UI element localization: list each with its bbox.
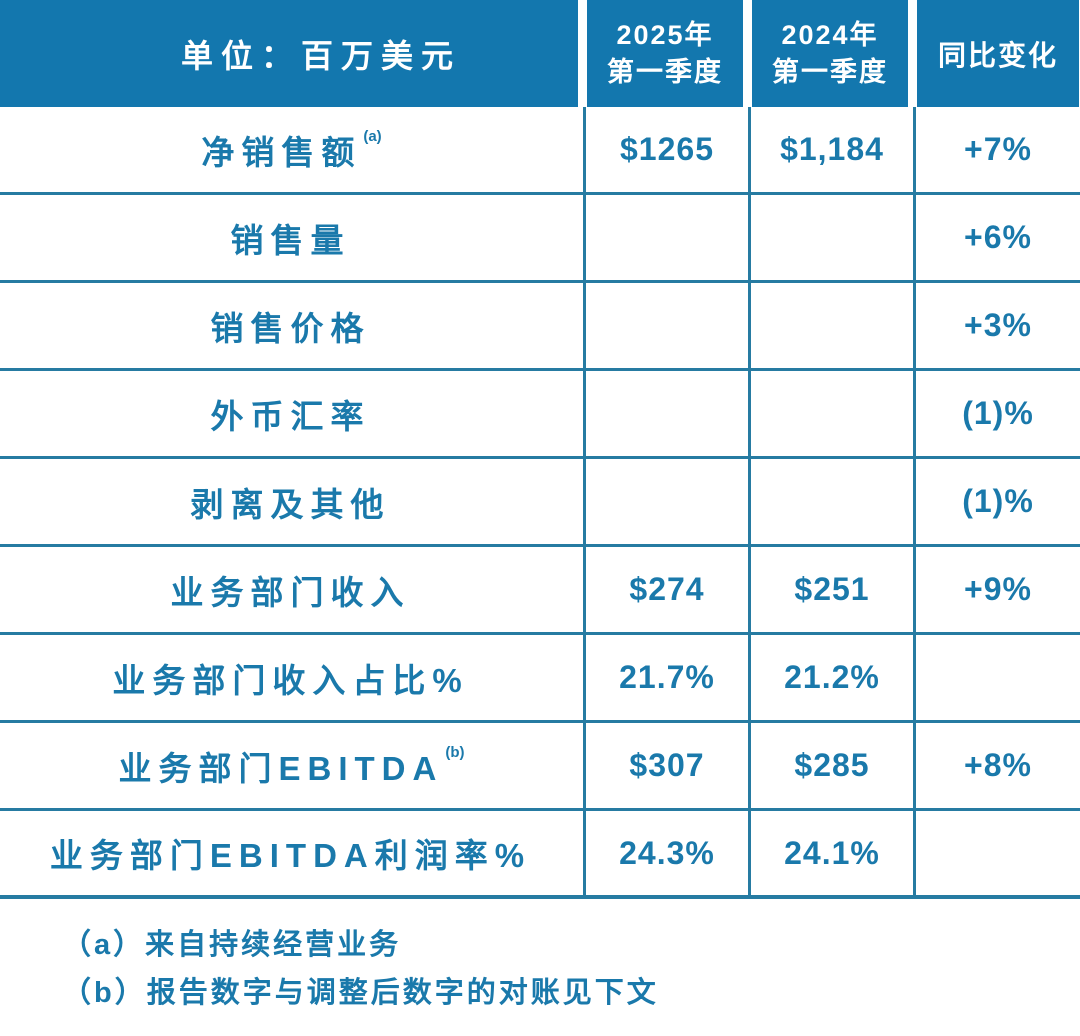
table-row-segment-ebitda: 业务部门EBITDA (b) $307 $285 +8%: [0, 723, 1080, 811]
footnote-marker: (b): [445, 744, 465, 761]
header-2024-line2: 第一季度: [772, 56, 888, 87]
header-cell-2024-q1: 2024年 第一季度: [752, 0, 908, 107]
yoy-change-cell: +7%: [913, 107, 1080, 192]
value-2024-cell: [748, 371, 913, 456]
row-label: 业务部门EBITDA: [118, 749, 444, 787]
value-2024-cell: [748, 195, 913, 280]
table-row-segment-income: 业务部门收入 $274 $251 +9%: [0, 547, 1080, 635]
table-row-net-sales: 净销售额 (a) $1265 $1,184 +7%: [0, 107, 1080, 195]
value-2024-cell: $251: [748, 547, 913, 632]
header-2025-line1: 2025年: [616, 19, 714, 50]
yoy-change-cell: [913, 635, 1080, 720]
row-label-cell: 业务部门EBITDA利润率%: [0, 811, 583, 895]
row-label: 业务部门EBITDA利润率%: [49, 837, 532, 874]
value-2025-cell: [583, 195, 748, 280]
value-2024-cell: [748, 283, 913, 368]
row-label: 销售量: [230, 221, 351, 259]
row-label: 业务部门收入占比%: [112, 661, 469, 699]
row-label: 剥离及其他: [190, 485, 391, 523]
header-yoy-label: 同比变化: [937, 39, 1058, 71]
table-row-fx-rate: 外币汇率 (1)%: [0, 371, 1080, 459]
yoy-change-cell: (1)%: [913, 459, 1080, 544]
yoy-change-cell: +9%: [913, 547, 1080, 632]
value-2024-cell: [748, 459, 913, 544]
row-label-cell: 销售价格: [0, 283, 583, 368]
row-label-cell: 净销售额 (a): [0, 107, 583, 192]
header-cell-unit: 单位：百万美元: [0, 0, 578, 107]
header-cell-yoy-change: 同比变化: [917, 0, 1079, 107]
row-label-cell: 外币汇率: [0, 371, 583, 456]
yoy-change-cell: +8%: [913, 723, 1080, 808]
value-2025-cell: 21.7%: [583, 635, 748, 720]
value-2024-cell: $1,184: [748, 107, 913, 192]
yoy-change-cell: +3%: [913, 283, 1080, 368]
footnote-b: （b）报告数字与调整后数字的对账见下文: [62, 977, 659, 1009]
table-header: 单位：百万美元 2025年 第一季度 2024年 第一季度 同比变化: [0, 0, 1080, 107]
table-body: 净销售额 (a) $1265 $1,184 +7% 销售量 +6% 销售价格 +3…: [0, 107, 1080, 899]
row-label-cell: 业务部门EBITDA (b): [0, 723, 583, 808]
unit-label: 单位：百万美元: [180, 37, 461, 74]
yoy-change-cell: [913, 811, 1080, 895]
value-2025-cell: [583, 371, 748, 456]
table-row-sales-volume: 销售量 +6%: [0, 195, 1080, 283]
row-label: 外币汇率: [210, 397, 371, 435]
value-2025-cell: [583, 283, 748, 368]
value-2025-cell: $274: [583, 547, 748, 632]
value-2025-cell: $1265: [583, 107, 748, 192]
table-row-divestiture-other: 剥离及其他 (1)%: [0, 459, 1080, 547]
footnote-marker: (a): [363, 128, 382, 145]
table-row-segment-ebitda-margin: 业务部门EBITDA利润率% 24.3% 24.1%: [0, 811, 1080, 899]
value-2024-cell: $285: [748, 723, 913, 808]
header-cell-2025-q1: 2025年 第一季度: [587, 0, 743, 107]
row-label-cell: 销售量: [0, 195, 583, 280]
row-label-cell: 业务部门收入占比%: [0, 635, 583, 720]
value-2024-cell: 24.1%: [748, 811, 913, 895]
table-row-sales-price: 销售价格 +3%: [0, 283, 1080, 371]
value-2024-cell: 21.2%: [748, 635, 913, 720]
footnotes: （a）来自持续经营业务 （b）报告数字与调整后数字的对账见下文: [62, 925, 1080, 1013]
value-2025-cell: 24.3%: [583, 811, 748, 895]
row-label-cell: 业务部门收入: [0, 547, 583, 632]
yoy-change-cell: (1)%: [913, 371, 1080, 456]
row-label-cell: 剥离及其他: [0, 459, 583, 544]
row-label: 销售价格: [210, 309, 371, 347]
table-row-segment-income-pct: 业务部门收入占比% 21.7% 21.2%: [0, 635, 1080, 723]
value-2025-cell: $307: [583, 723, 748, 808]
footnote-a: （a）来自持续经营业务: [62, 929, 402, 961]
row-label: 净销售额: [201, 133, 362, 171]
yoy-change-cell: +6%: [913, 195, 1080, 280]
header-2025-line2: 第一季度: [607, 56, 723, 87]
row-label: 业务部门收入: [170, 573, 411, 611]
header-2024-line1: 2024年: [781, 19, 879, 50]
value-2025-cell: [583, 459, 748, 544]
